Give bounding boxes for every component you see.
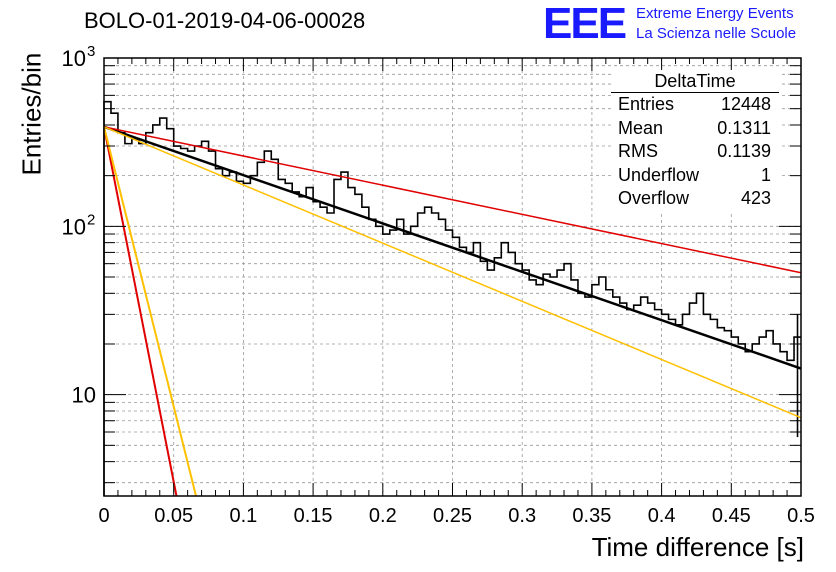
fit-curves bbox=[103, 125, 802, 497]
stats-row: Mean 0.1311 bbox=[611, 117, 779, 141]
x-axis-label: Time difference [s] bbox=[591, 532, 804, 562]
x-tick-label: 0.1 bbox=[229, 505, 257, 527]
x-tick-label: 0.25 bbox=[433, 505, 472, 527]
stats-value: 0.1311 bbox=[717, 117, 771, 138]
stats-box: DeltaTime Entries 12448 Mean 0.1311 RMS 0.1… bbox=[611, 70, 779, 211]
stats-row: Entries 12448 bbox=[611, 93, 779, 117]
stats-row: RMS 0.1139 bbox=[611, 140, 779, 164]
fit-line bbox=[103, 126, 802, 419]
histogram-outline bbox=[103, 100, 801, 496]
x-tick-label: 0.15 bbox=[294, 505, 333, 527]
stats-row: Overflow 423 bbox=[611, 187, 779, 211]
histogram-marks bbox=[103, 100, 801, 496]
x-tick-label: 0.05 bbox=[154, 505, 193, 527]
stats-row: Underflow 1 bbox=[611, 164, 779, 188]
x-tick-label: 0.3 bbox=[508, 505, 536, 527]
y-tick-exponent: 3 bbox=[87, 43, 95, 60]
x-tick-label: 0.2 bbox=[369, 505, 397, 527]
logo-line2: La Scienza nelle Scuole bbox=[636, 25, 797, 42]
stats-value: 423 bbox=[740, 188, 771, 208]
y-tick-label: 10 bbox=[62, 214, 86, 239]
x-tick-label: 0.45 bbox=[712, 505, 751, 527]
chart-title: BOLO-01-2019-04-06-00028 bbox=[84, 8, 366, 33]
fit-line bbox=[103, 125, 802, 370]
stats-value: 12448 bbox=[720, 94, 771, 114]
stats-value: 0.1139 bbox=[717, 141, 771, 161]
stats-label: RMS bbox=[618, 141, 658, 161]
y-tick-label: 10 bbox=[62, 46, 86, 71]
y-tick-label: 10 bbox=[72, 383, 96, 408]
fit-line bbox=[103, 126, 802, 274]
stats-label: Underflow bbox=[618, 164, 700, 185]
x-tick-label: 0.5 bbox=[787, 505, 815, 527]
stats-label: Entries bbox=[618, 94, 675, 114]
eee-logo-text: Extreme Energy Events La Scienza nelle S… bbox=[636, 4, 796, 44]
axis-ticks: 0 0.05 0.1 0.15 0.2 0.25 0.3 0.35 0.4 0.45 0.51010… bbox=[62, 43, 815, 527]
eee-logo: EEE bbox=[543, 0, 627, 48]
x-tick-label: 0.4 bbox=[648, 505, 676, 527]
x-tick-label: 0.35 bbox=[572, 505, 611, 527]
stats-label: Mean bbox=[618, 117, 664, 138]
fit-line bbox=[103, 126, 178, 497]
stats-value: 1 bbox=[760, 164, 771, 185]
stats-title: DeltaTime bbox=[611, 70, 779, 93]
y-axis-label: Entries/bin bbox=[16, 52, 47, 176]
fit-line bbox=[103, 126, 197, 497]
stats-label: Overflow bbox=[618, 188, 690, 208]
x-tick-label: 0 bbox=[98, 505, 109, 527]
y-tick-exponent: 2 bbox=[87, 211, 95, 228]
logo-line1: Extreme Energy Events bbox=[636, 5, 794, 22]
